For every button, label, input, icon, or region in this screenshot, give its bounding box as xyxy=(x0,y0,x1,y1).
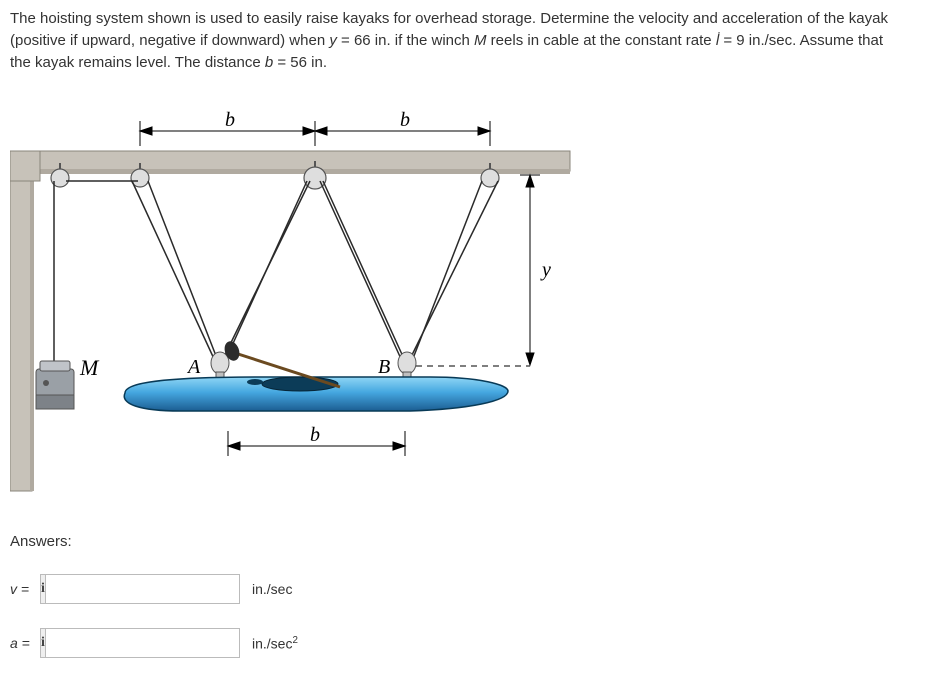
v-label: v = xyxy=(10,581,40,597)
label-M: M xyxy=(79,355,100,380)
label-A: A xyxy=(186,356,201,378)
kayak xyxy=(124,339,508,411)
label-B: B xyxy=(378,356,390,378)
problem-text-1: The hoisting system shown is used to eas… xyxy=(10,10,888,27)
a-input[interactable] xyxy=(46,629,239,657)
ldot-value: = 9 in./sec. Assume that xyxy=(719,32,883,49)
problem-text-2: (positive if upward, negative if downwar… xyxy=(10,32,329,49)
cables xyxy=(54,181,498,376)
dim-b-top-right: b xyxy=(400,109,410,131)
b-value: = 56 in. xyxy=(273,54,327,71)
answer-row-v: v = i in./sec xyxy=(10,574,937,604)
v-input[interactable] xyxy=(46,575,239,603)
y-value: = 66 in. if the winch xyxy=(337,32,474,49)
problem-text-3: reels in cable at the constant rate xyxy=(487,32,716,49)
answers-heading: Answers: xyxy=(10,533,937,550)
y-symbol: y xyxy=(329,32,337,49)
a-label: a = xyxy=(10,635,40,651)
dim-b-bottom: b xyxy=(310,424,320,446)
M-symbol: M xyxy=(474,32,487,49)
dim-b-top-left: b xyxy=(225,109,235,131)
answer-row-a: a = i in./sec2 xyxy=(10,628,937,658)
problem-statement: The hoisting system shown is used to eas… xyxy=(10,8,937,73)
winch xyxy=(36,361,74,409)
label-y: y xyxy=(540,259,551,281)
a-input-group: i xyxy=(40,628,240,658)
v-input-group: i xyxy=(40,574,240,604)
v-unit: in./sec xyxy=(252,581,292,597)
problem-text-4: the kayak remains level. The distance xyxy=(10,54,265,71)
a-unit: in./sec2 xyxy=(252,635,298,652)
b-symbol: b xyxy=(265,54,273,71)
diagram: b b xyxy=(10,91,937,515)
